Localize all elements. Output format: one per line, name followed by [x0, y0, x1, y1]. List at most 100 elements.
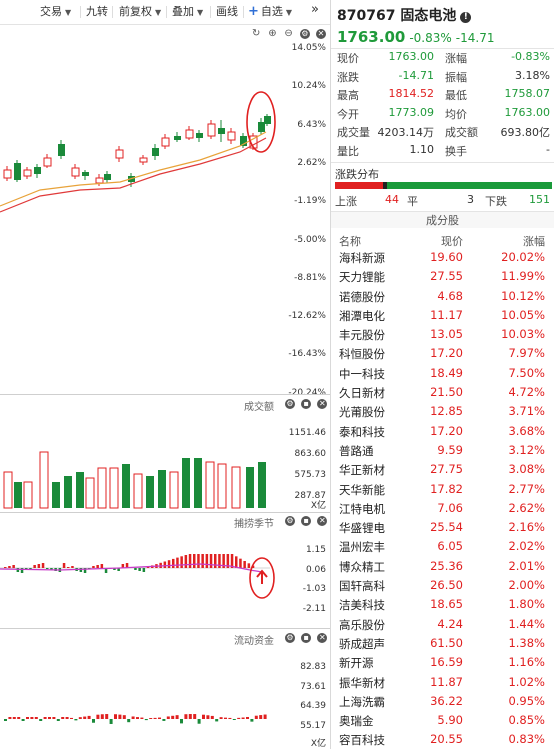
table-row[interactable]: 天力锂能 27.55 11.99%: [331, 267, 554, 286]
stock-price: 9.59: [437, 442, 463, 457]
table-row[interactable]: 振华新材 11.87 1.02%: [331, 673, 554, 692]
stock-change: 1.38%: [508, 635, 545, 650]
histogram-bar: [50, 568, 53, 570]
timing-chart[interactable]: [0, 528, 330, 628]
stock-change: 2.02%: [508, 539, 545, 554]
watchlist-menu[interactable]: + 自选 ▼: [248, 4, 292, 20]
histogram-bar: [235, 556, 238, 568]
table-row[interactable]: 上海洗霸 36.22 0.95%: [331, 692, 554, 711]
volume-chart[interactable]: [0, 412, 330, 512]
flow-bar: [188, 714, 192, 719]
histogram-bar: [134, 568, 137, 570]
stat-label: 今开: [337, 107, 359, 121]
flow-bar: [114, 714, 117, 719]
table-row[interactable]: 海科新源 19.60 20.02%: [331, 248, 554, 267]
close-icon[interactable]: ✕: [317, 633, 328, 643]
table-row[interactable]: 温州宏丰 6.05 2.02%: [331, 537, 554, 556]
candle-body: [161, 137, 170, 147]
flow-bar: [149, 718, 153, 719]
table-row[interactable]: 博众精工 25.36 2.01%: [331, 557, 554, 576]
trade-menu[interactable]: 交易 ▼: [40, 4, 71, 20]
zoom-out-icon[interactable]: ⊖: [284, 28, 293, 39]
adjust-menu[interactable]: 前复权 ▼: [119, 4, 161, 20]
volume-bar: [52, 482, 60, 508]
stock-change: 1.02%: [508, 674, 545, 689]
flow-bar: [237, 717, 241, 719]
header-name[interactable]: 名称: [339, 235, 361, 248]
stat-value: 1758.07: [504, 87, 551, 100]
stock-price: 61.50: [430, 635, 463, 650]
stock-name: 丰元股份: [339, 328, 385, 343]
draw-line-button[interactable]: 画线: [216, 5, 238, 18]
nine-turn-button[interactable]: 九转: [86, 5, 108, 18]
table-row[interactable]: 国轩高科 26.50 2.00%: [331, 576, 554, 595]
table-row[interactable]: 泰和科技 17.20 3.68%: [331, 422, 554, 441]
histogram-bar: [71, 566, 74, 568]
refresh-icon[interactable]: ↻: [252, 28, 261, 39]
axis-tick-label: 575.73: [294, 470, 327, 480]
more-icon[interactable]: »: [311, 2, 319, 17]
stock-name: 温州宏丰: [339, 540, 385, 555]
expand-icon[interactable]: ▪: [301, 516, 312, 526]
table-row[interactable]: 中一科技 18.49 7.50%: [331, 364, 554, 383]
table-row[interactable]: 高乐股份 4.24 1.44%: [331, 615, 554, 634]
flow-panel-controls: ⚙ ▪ ✕: [282, 632, 328, 643]
table-row[interactable]: 华正新材 27.75 3.08%: [331, 460, 554, 479]
distribution-counts: 上涨 44 平 3 下跌 151: [331, 192, 554, 210]
stock-name: 振华新材: [339, 675, 385, 690]
info-icon[interactable]: !: [460, 12, 472, 23]
table-row[interactable]: 容百科技 20.55 0.83%: [331, 730, 554, 749]
expand-icon[interactable]: ▪: [301, 633, 312, 643]
flow-bar: [153, 717, 157, 719]
table-row[interactable]: 洁美科技 18.65 1.80%: [331, 595, 554, 614]
settings-icon[interactable]: ⚙: [285, 516, 295, 526]
header-change[interactable]: 涨幅: [523, 235, 545, 248]
stats-row: 涨跌 -14.71 振幅 3.18%: [331, 67, 554, 86]
table-row[interactable]: 新开源 16.59 1.16%: [331, 653, 554, 672]
histogram-bar: [46, 568, 49, 569]
settings-icon[interactable]: ⚙: [285, 633, 295, 643]
stock-change: 7.50%: [508, 365, 545, 380]
close-icon[interactable]: ✕: [317, 399, 328, 409]
table-row[interactable]: 久日新材 21.50 4.72%: [331, 383, 554, 402]
stat-value: 1814.52: [388, 87, 435, 100]
close-icon[interactable]: ✕: [316, 29, 326, 39]
table-row[interactable]: 江特电机 7.06 2.62%: [331, 499, 554, 518]
chart-area[interactable]: 交易 ▼ 九转 前复权 ▼ 叠加 ▼ 画线 + 自选 ▼ » ↻ ⊕ ⊖ ⚙ ✕ 14.0…: [0, 0, 330, 749]
histogram-bar: [125, 563, 129, 568]
flow-bar: [61, 717, 65, 719]
flow-bar: [144, 719, 148, 721]
flow-bar: [30, 717, 34, 719]
divider: [112, 6, 113, 18]
up-count: 44: [385, 193, 399, 206]
table-row[interactable]: 华盛锂电 25.54 2.16%: [331, 518, 554, 537]
zoom-in-icon[interactable]: ⊕: [268, 28, 277, 39]
price-chart[interactable]: [0, 40, 330, 395]
table-row[interactable]: 诺德股份 4.68 10.12%: [331, 287, 554, 306]
stat-value: 693.80亿: [500, 126, 551, 139]
stock-change: 10.03%: [501, 327, 545, 342]
table-row[interactable]: 光莆股份 12.85 3.71%: [331, 402, 554, 421]
flow-bar: [56, 719, 60, 721]
table-row[interactable]: 普路通 9.59 3.12%: [331, 441, 554, 460]
settings-icon[interactable]: ⚙: [285, 399, 295, 409]
stock-change: 11.99%: [501, 269, 545, 284]
table-row[interactable]: 骄成超声 61.50 1.38%: [331, 634, 554, 653]
change-amount: -14.71: [455, 31, 495, 45]
flow-bar: [105, 714, 109, 719]
table-row[interactable]: 丰元股份 13.05 10.03%: [331, 325, 554, 344]
settings-icon[interactable]: ⚙: [299, 29, 310, 39]
table-row[interactable]: 湘潭电化 11.17 10.05%: [331, 306, 554, 325]
axis-tick-label: 14.05%: [291, 43, 326, 53]
expand-icon[interactable]: ▪: [301, 399, 312, 409]
table-row[interactable]: 科恒股份 17.20 7.97%: [331, 344, 554, 363]
stats-row: 成交量 4203.14万 成交额 693.80亿: [331, 122, 554, 141]
table-row[interactable]: 奥瑞金 5.90 0.85%: [331, 711, 554, 730]
flow-chart[interactable]: [0, 645, 330, 749]
volume-bar: [133, 473, 143, 509]
flow-bar: [52, 717, 56, 719]
header-price[interactable]: 现价: [441, 235, 463, 248]
close-icon[interactable]: ✕: [317, 516, 328, 526]
table-row[interactable]: 天华新能 17.82 2.77%: [331, 480, 554, 499]
overlay-menu[interactable]: 叠加 ▼: [172, 4, 203, 20]
